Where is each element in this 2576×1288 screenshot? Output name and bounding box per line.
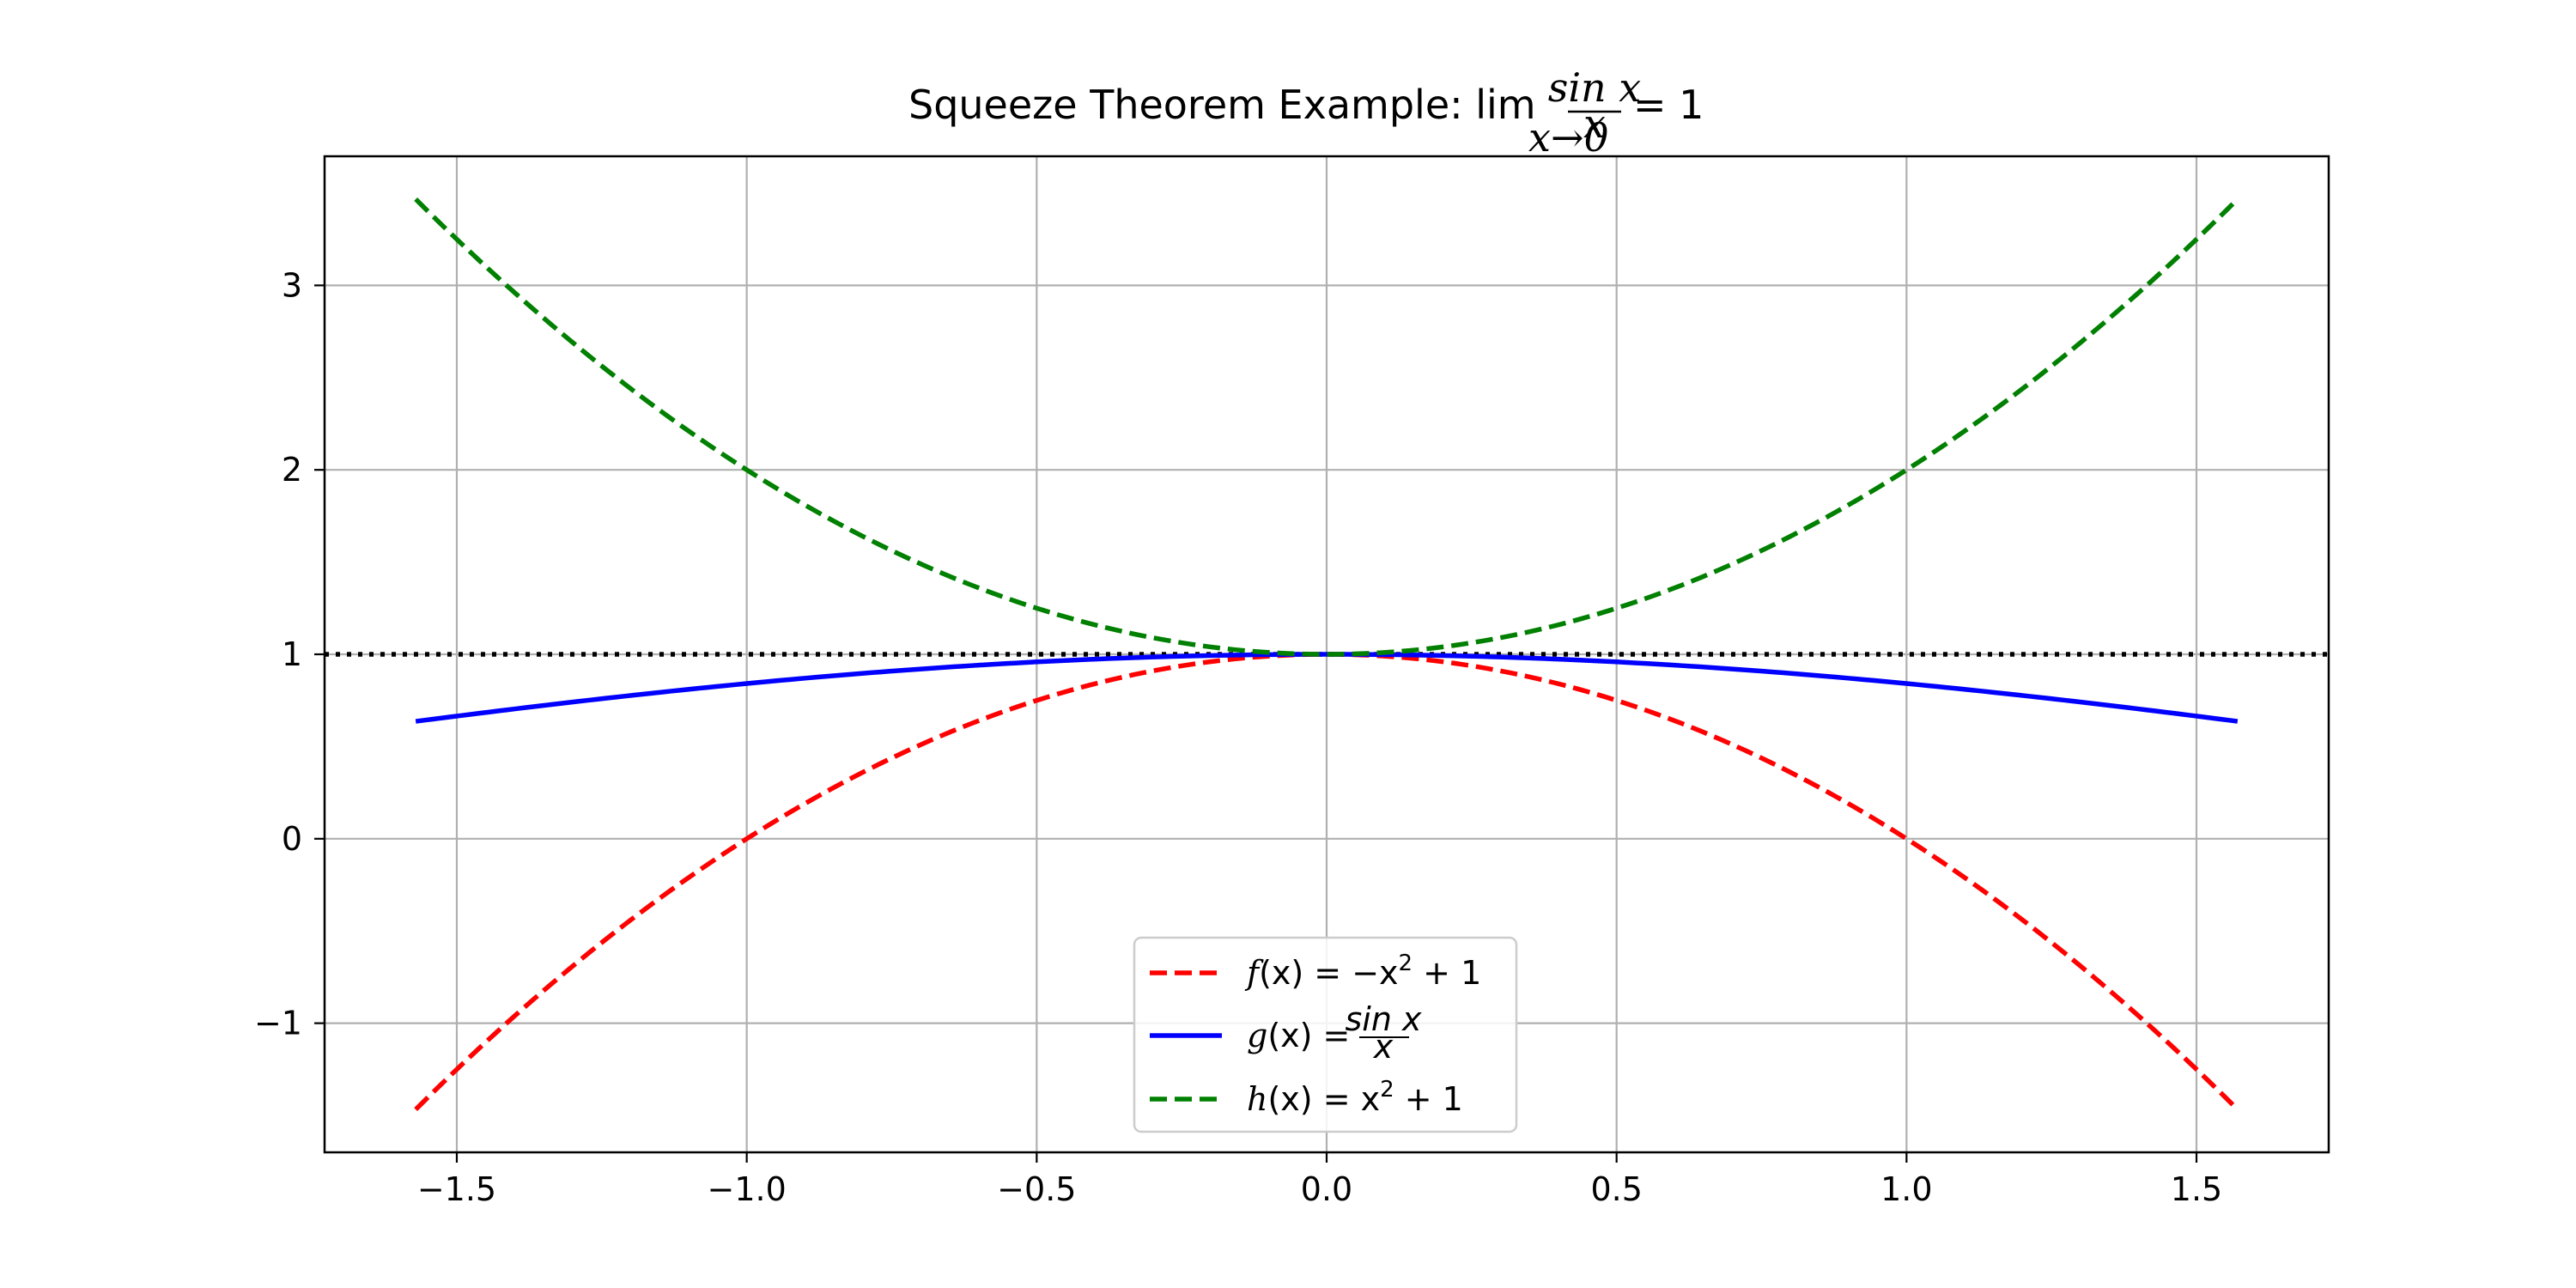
legend: f(x) = −x2 + 1 g(x) = sin x x h(x) = x2 … <box>1133 936 1518 1133</box>
title-fraction-denominator: x <box>1583 100 1606 147</box>
legend-frame <box>1133 936 1518 1133</box>
legend-f-suffix: + 1 <box>1413 954 1481 992</box>
series-h-line <box>414 197 2239 657</box>
x-tick-label: 0.0 <box>1301 1170 1352 1208</box>
title-fraction-numerator: sin x <box>1548 64 1642 111</box>
chart-title: Squeeze Theorem Example: lim x→0 sin x x… <box>908 64 1704 161</box>
series-g-line <box>415 652 2239 724</box>
y-tick-label: 1 <box>282 635 302 673</box>
y-tick-label: 3 <box>282 266 302 304</box>
x-tick-label: −0.5 <box>997 1170 1076 1208</box>
series-f-line <box>414 652 2239 1111</box>
legend-h-suffix: + 1 <box>1394 1080 1463 1118</box>
legend-f-label: f(x) = −x2 + 1 <box>1244 951 1481 992</box>
title-lim: lim <box>1475 82 1535 128</box>
legend-g-mid: (x) = <box>1267 1017 1350 1054</box>
svg-text:Squeeze Theorem Example: lim: Squeeze Theorem Example: lim <box>908 82 1536 128</box>
legend-h-sup: 2 <box>1380 1077 1394 1103</box>
y-tick-label: 0 <box>282 820 302 858</box>
x-tick-label: 1.0 <box>1880 1170 1932 1208</box>
legend-g-prefix: g <box>1247 1017 1267 1054</box>
legend-f-sup: 2 <box>1399 951 1413 976</box>
legend-h-prefix: h <box>1247 1080 1267 1118</box>
legend-h-label: h(x) = x2 + 1 <box>1247 1077 1463 1118</box>
legend-f-mid: (x) = −x <box>1259 954 1398 992</box>
x-tick-label: 0.5 <box>1590 1170 1642 1208</box>
title-text: Squeeze Theorem Example: <box>908 82 1475 128</box>
y-tick-label: 2 <box>282 451 302 489</box>
legend-g-den: x <box>1373 1028 1394 1066</box>
y-axis: −1 0 1 2 3 <box>254 266 325 1042</box>
x-axis: −1.5 −1.0 −0.5 0.0 0.5 1.0 1.5 <box>417 1152 2222 1208</box>
series-group <box>414 197 2239 1111</box>
title-lim-subscript: x→0 <box>1528 114 1609 161</box>
title-equals: = 1 <box>1633 82 1704 128</box>
legend-h-mid: (x) = x <box>1267 1080 1380 1118</box>
legend-g-label: g(x) = <box>1247 1017 1350 1054</box>
y-tick-label: −1 <box>254 1005 302 1042</box>
x-tick-label: 1.5 <box>2171 1170 2222 1208</box>
legend-g-num: sin x <box>1345 1000 1422 1038</box>
x-tick-label: −1.0 <box>708 1170 787 1208</box>
x-tick-label: −1.5 <box>417 1170 496 1208</box>
